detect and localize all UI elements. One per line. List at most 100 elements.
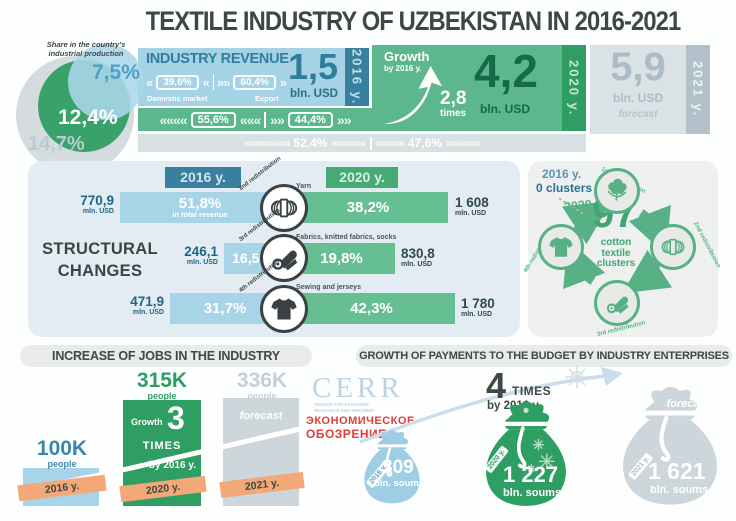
unit: mln. USD <box>461 310 493 318</box>
chevrons-left-icon: « <box>146 74 153 90</box>
growth-unit: times <box>440 108 467 119</box>
payments-growth-arrow-icon <box>359 367 623 444</box>
money-bag-2016-icon <box>364 430 420 504</box>
clusters-2016-year: 2016 y. <box>542 167 582 181</box>
value: 770,9 <box>80 193 114 208</box>
jobs-year-2016: 2016 y. <box>44 479 80 497</box>
revenue-2020-split-bar: «««« 55,6% ««« »» 44,4% »» <box>138 108 372 131</box>
growth-sub: by 2016 y. <box>384 64 422 73</box>
chevrons-right-icon: »» <box>336 111 352 128</box>
yarn-icon <box>650 224 696 270</box>
value-2020-yarn: 1 608 mln. USD <box>455 196 510 217</box>
revenue-2020-value: 4,2 <box>474 45 538 97</box>
jobs-value-2016: 100K people <box>30 438 94 469</box>
chevrons-left-icon: «««««««« <box>244 136 290 150</box>
value: 1 780 <box>461 296 495 311</box>
jobs-year-2021: 2021 y. <box>244 476 280 494</box>
bar-2016-yarn: 51,8% in total revenue <box>120 192 280 223</box>
payments-section-header: GROWTH OF PAYMENTS TO THE BUDGET BY INDU… <box>356 345 732 367</box>
jobs-growth-times-value: 3 <box>167 400 185 436</box>
payments-growth-value: 4 <box>486 365 507 406</box>
revenue-2021-split-bar: «««««««« 52,4% «««««« »»»»» 47,6% »»»»»» <box>138 134 586 152</box>
revenue-2021-block: 5,9 bln. USD forecast <box>590 45 686 134</box>
growth-word: Growth <box>384 49 430 64</box>
value: 246,1 <box>184 244 218 259</box>
fabric-roll-icon <box>260 234 308 282</box>
value: 1 608 <box>455 195 489 210</box>
structural-col-2016: 2016 y. <box>165 167 241 188</box>
value: 471,9 <box>130 294 164 309</box>
yarn-icon <box>260 184 308 232</box>
cerr-logo: CERR <box>312 372 404 404</box>
value-2020-fabrics: 830,8 mln. USD <box>401 247 456 268</box>
payments-forecast-note: forecast <box>666 398 710 410</box>
category-sewing: Sewing and jerseys <box>296 284 361 291</box>
share-value-2016: 7,5% <box>92 61 140 84</box>
value-2016-yarn: 770,9 mln. USD <box>62 194 114 215</box>
bar-2020-yarn: 38,2% <box>288 192 448 223</box>
payments-growth-word: TIMES <box>512 384 552 398</box>
value-2016-fabrics: 246,1 mln. USD <box>166 245 218 266</box>
jobs-forecast-note: forecast <box>239 410 283 422</box>
tshirt-icon <box>260 285 308 333</box>
payments-heading: GROWTH OF PAYMENTS TO THE BUDGET BY INDU… <box>359 350 729 362</box>
domestic-share-2016: 39,6% <box>156 74 199 90</box>
jobs-growth-word: Growth <box>131 417 163 427</box>
people-label: people <box>47 459 77 469</box>
pct-2016-yarn: 51,8% <box>178 194 222 212</box>
jobs-value-2020: 315K people <box>130 370 194 401</box>
revenue-2016-split-bar: « 39,6% « »» 60,4% » <box>146 72 287 92</box>
jobs-growth-by: by 2016 y. <box>148 460 196 471</box>
jobs-section-header: INCREASE OF JOBS IN THE INDUSTRY <box>20 345 312 367</box>
chevrons-right-icon: » <box>279 74 287 90</box>
chevrons-left-icon: ««« <box>239 111 261 128</box>
chevrons-left-icon: «««« <box>159 111 187 128</box>
structural-col-2020: 2020 y. <box>326 167 398 188</box>
payments-value-2016: 309 <box>382 457 414 478</box>
year-strip-2016: 2016 y. <box>345 48 369 106</box>
payments-unit-2020: bln. soums <box>503 487 562 499</box>
value: 100K <box>36 437 88 460</box>
chevrons-left-icon: « <box>202 74 210 90</box>
value-2016-sewing: 471,9 mln. USD <box>112 295 164 316</box>
page-title: TEXTILE INDUSTRY OF UZBEKISTAN IN 2016-2… <box>145 6 682 36</box>
cerr-logo-subtitle: CENTER FOR ECONOMIC RESEARCH AND REFORMS <box>314 402 374 413</box>
chevrons-right-icon: »»»»»» <box>445 136 481 150</box>
pct-2020-fabrics: 19,8% <box>320 249 363 267</box>
revenue-2021-note: forecast <box>618 109 658 120</box>
structural-heading: STRUCTURAL CHANGES <box>42 240 158 281</box>
domestic-market-label: Domestic market <box>147 94 208 103</box>
category-fabrics: Fabrics, knitted fabrics, socks <box>296 234 397 241</box>
industry-revenue-heading: INDUSTRY REVENUE <box>146 51 289 67</box>
payments-unit-2021: bln. soums <box>650 484 709 496</box>
payments-unit-2016: bln. soums <box>374 478 425 489</box>
value-2020-sewing: 1 780 mln. USD <box>461 297 516 318</box>
year-strip-2020: 2020 y. <box>562 45 586 131</box>
value: 830,8 <box>401 246 435 261</box>
domestic-share-2021: 52,4% <box>293 136 328 150</box>
export-share-2020: 44,4% <box>287 111 333 128</box>
jobs-growth-times-word: TIMES <box>142 440 182 452</box>
value: 336K <box>236 369 288 392</box>
revenue-2020-unit: bln. USD <box>480 102 530 116</box>
share-value-2021: 14,7% <box>28 133 85 155</box>
unit: mln. USD <box>186 258 218 266</box>
chevrons-right-icon: »» <box>270 111 285 128</box>
magazine-name-line1: ЭКОНОМИЧЕСКОЕ <box>306 415 415 427</box>
pct-note: in total revenue <box>172 210 228 220</box>
revenue-2016-block: INDUSTRY REVENUE « 39,6% « »» 60,4% » Do… <box>138 48 345 106</box>
share-label: Share in the country's industrial produc… <box>46 40 126 59</box>
revenue-2016-value: 1,5 <box>288 46 339 87</box>
pct-2020-sewing: 42,3% <box>350 299 393 317</box>
split-divider <box>369 136 372 150</box>
split-divider <box>264 111 267 128</box>
revenue-2016-unit: bln. USD <box>290 88 338 100</box>
fabric-roll-icon <box>594 280 640 326</box>
pct-2020-yarn: 38,2% <box>346 198 390 216</box>
unit: mln. USD <box>82 207 114 215</box>
domestic-share-2020: 55,6% <box>190 111 236 128</box>
export-share-2016: 60,4% <box>233 74 276 90</box>
unit: mln. USD <box>401 260 433 268</box>
jobs-year-2020: 2020 y. <box>145 480 181 498</box>
cotton-icon <box>594 168 640 214</box>
